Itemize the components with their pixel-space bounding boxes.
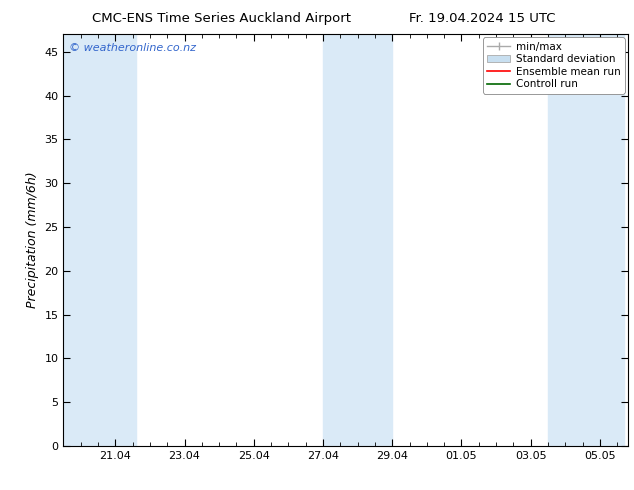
Legend: min/max, Standard deviation, Ensemble mean run, Controll run: min/max, Standard deviation, Ensemble me… <box>483 37 624 94</box>
Bar <box>548 34 624 446</box>
Y-axis label: Precipitation (mm/6h): Precipitation (mm/6h) <box>26 172 39 308</box>
Bar <box>323 34 392 446</box>
Text: CMC-ENS Time Series Auckland Airport: CMC-ENS Time Series Auckland Airport <box>93 12 351 25</box>
Text: Fr. 19.04.2024 15 UTC: Fr. 19.04.2024 15 UTC <box>408 12 555 25</box>
Bar <box>63 34 136 446</box>
Text: © weatheronline.co.nz: © weatheronline.co.nz <box>69 43 196 52</box>
